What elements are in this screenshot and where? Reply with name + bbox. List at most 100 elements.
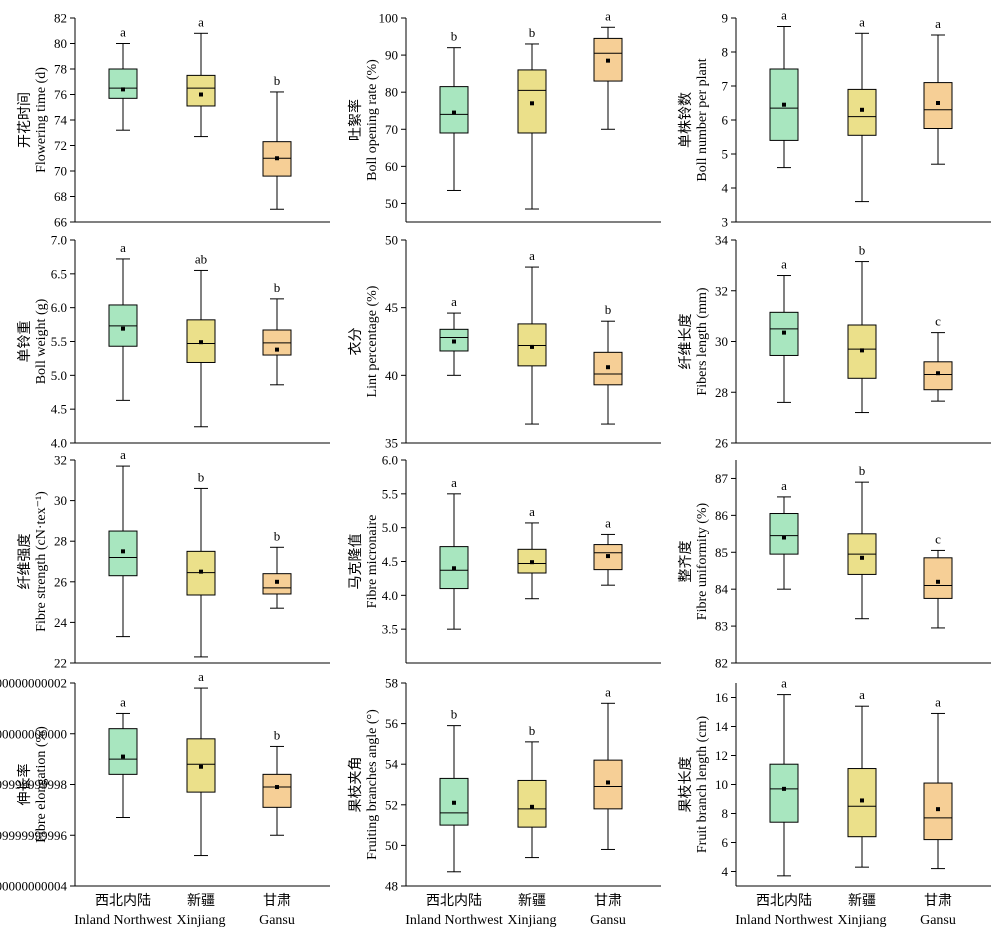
mean-marker xyxy=(452,800,456,805)
box-iqr xyxy=(923,82,953,129)
y-axis-label-cn: 整齐度 xyxy=(678,541,694,583)
panel-9: 82 83 84 85 86 87 整齐度 Fibre uniformity (%) a b c xyxy=(678,460,991,671)
y-tick-label: 7.2000000000000002 xyxy=(0,676,67,691)
y-axis-label-en: Fibre elongation (%) xyxy=(34,726,49,843)
significance-label: a xyxy=(120,240,126,255)
box-iqr xyxy=(186,74,216,107)
significance-label: a xyxy=(935,16,941,31)
y-tick-label: 7.0 xyxy=(51,233,67,248)
x-category-label-cn: 甘肃 xyxy=(924,893,952,909)
y-tick-label: 78 xyxy=(54,62,67,77)
significance-label: a xyxy=(781,478,787,493)
y-tick-label: 4.5 xyxy=(51,402,67,417)
y-tick-label: 90 xyxy=(385,48,398,63)
mean-marker xyxy=(452,110,456,115)
panel-2: 50 60 70 80 90 100 吐絮率 Boll opening rate (%) b b a xyxy=(347,8,661,223)
panel-1: 66 68 70 72 74 76 78 80 82 开花时间 Flowering time (d)… xyxy=(17,11,330,230)
mean-marker xyxy=(121,326,125,331)
mean-marker xyxy=(530,344,534,349)
box-iqr xyxy=(262,773,292,808)
y-axis-label-cn: 纤维强度 xyxy=(17,534,33,590)
box-xinjiang: a xyxy=(847,14,877,203)
box-iqr xyxy=(439,86,469,134)
y-tick-label: 14 xyxy=(715,719,729,734)
significance-label: a xyxy=(605,684,611,699)
significance-label: b xyxy=(451,707,458,722)
box-inland: a xyxy=(769,8,799,169)
box-inland: a xyxy=(108,447,138,638)
box-xinjiang: b xyxy=(847,463,877,620)
y-axis-label-cn: 单铃重 xyxy=(17,321,33,363)
y-tick-label: 60 xyxy=(385,159,398,174)
significance-label: b xyxy=(605,302,612,317)
panel-5: 35 40 45 50 衣分 Lint percentage (%) a a b xyxy=(348,233,661,451)
y-tick-label: 5.0 xyxy=(382,520,398,535)
significance-label: b xyxy=(274,528,281,543)
y-tick-label: 82 xyxy=(715,656,728,671)
mean-marker xyxy=(782,786,786,791)
box-xinjiang: b xyxy=(847,243,877,414)
y-tick-label: 83 xyxy=(715,619,728,634)
y-tick-label: 76 xyxy=(54,87,68,102)
y-tick-label: 32 xyxy=(715,283,728,298)
significance-label: b xyxy=(529,723,536,738)
significance-label: b xyxy=(274,73,281,88)
box-iqr xyxy=(923,361,953,391)
box-iqr xyxy=(517,69,547,134)
y-tick-label: 66 xyxy=(54,215,68,230)
significance-label: b xyxy=(198,469,205,484)
y-axis-label-cn: 伸长率 xyxy=(16,764,33,806)
mean-marker xyxy=(275,347,279,352)
box-gansu: b xyxy=(262,73,292,210)
y-tick-label: 52 xyxy=(385,797,398,812)
box-gansu: b xyxy=(262,280,292,386)
box-iqr xyxy=(517,779,547,828)
panel-7: 22 24 26 28 30 32 纤维强度 Fibre strength (cN·tex⁻¹… xyxy=(17,447,330,671)
y-axis-label-en: Boll number per plant xyxy=(695,58,710,181)
y-axis-label-en: Fibre uniformity (%) xyxy=(695,502,710,620)
mean-marker xyxy=(275,785,279,790)
y-tick-label: 100 xyxy=(379,11,399,26)
y-tick-label: 24 xyxy=(54,615,68,630)
y-tick-label: 48 xyxy=(385,879,398,894)
mean-marker xyxy=(860,555,864,560)
y-tick-label: 50 xyxy=(385,233,398,248)
box-inland: a xyxy=(439,475,469,630)
y-tick-label: 70 xyxy=(54,164,67,179)
significance-label: b xyxy=(529,25,536,40)
y-tick-label: 70 xyxy=(385,122,398,137)
box-iqr xyxy=(923,557,953,599)
mean-marker xyxy=(860,348,864,353)
significance-label: b xyxy=(859,243,866,258)
box-iqr xyxy=(847,88,877,136)
box-xinjiang: a xyxy=(847,687,877,868)
mean-marker xyxy=(199,92,203,97)
y-axis-label-en: Boll weight (g) xyxy=(34,298,49,384)
box-gansu: a xyxy=(593,515,623,586)
panel-6: 26 28 30 32 34 纤维长度 Fibers length (mm) a b c xyxy=(678,233,991,451)
x-category-label-en: Gansu xyxy=(259,913,295,928)
y-tick-label: 3.5 xyxy=(382,622,398,637)
y-axis-label-cn: 衣分 xyxy=(348,328,364,356)
significance-label: a xyxy=(781,257,787,272)
y-tick-label: 56 xyxy=(385,716,399,731)
box-inland: a xyxy=(439,294,469,376)
y-tick-label: 5.5 xyxy=(382,486,398,501)
y-tick-label: 6.5999999999999996 xyxy=(0,828,68,843)
significance-label: a xyxy=(529,504,535,519)
y-tick-label: 6.4000000000000004 xyxy=(0,879,68,894)
x-category-label-cn: 甘肃 xyxy=(263,893,291,909)
box-iqr xyxy=(923,782,953,841)
y-tick-label: 30 xyxy=(715,334,728,349)
y-tick-label: 40 xyxy=(385,368,398,383)
y-tick-label: 3 xyxy=(722,215,729,230)
box-gansu: c xyxy=(923,531,953,629)
significance-label: a xyxy=(781,676,787,691)
y-axis-label-cn: 果枝长度 xyxy=(678,757,694,813)
x-category-label-en: Gansu xyxy=(590,913,626,928)
box-inland: a xyxy=(769,676,799,877)
y-tick-label: 45 xyxy=(385,300,398,315)
significance-label: a xyxy=(859,14,865,29)
significance-label: a xyxy=(198,669,204,684)
